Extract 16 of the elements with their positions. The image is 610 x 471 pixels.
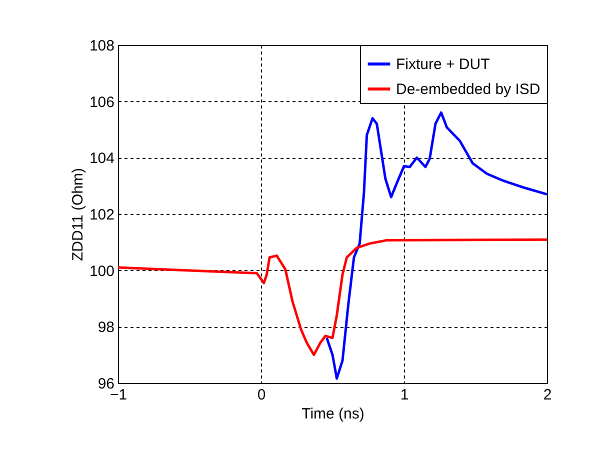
x-tick-label: 0 <box>257 386 266 404</box>
legend-label: Fixture + DUT <box>396 56 490 73</box>
x-tick-label: 1 <box>400 386 409 404</box>
legend-label: De-embedded by ISD <box>396 81 540 98</box>
line-series <box>326 111 547 380</box>
x-axis-title: Time (ns) <box>302 406 364 422</box>
y-tick-label: 106 <box>89 94 114 111</box>
y-tick-label: 96 <box>98 376 114 392</box>
y-tick-label: 108 <box>89 38 114 54</box>
x-tick-label: 2 <box>543 386 552 404</box>
line-series <box>118 238 547 356</box>
y-tick-label: 100 <box>89 262 114 280</box>
y-tick-label: 104 <box>89 150 114 168</box>
y-tick-label: 102 <box>89 206 114 224</box>
y-axis-title: ZDD11 (Ohm) <box>69 168 86 262</box>
y-tick-label: 98 <box>98 319 114 336</box>
